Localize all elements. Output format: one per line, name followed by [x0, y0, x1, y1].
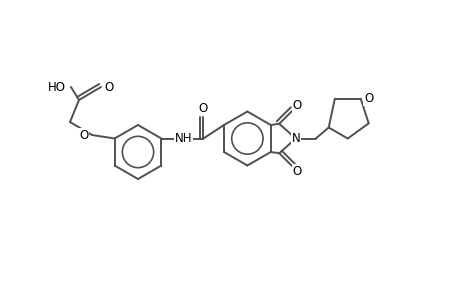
Text: O: O: [79, 128, 89, 142]
Text: HO: HO: [48, 80, 66, 94]
Text: O: O: [292, 99, 301, 112]
Text: O: O: [198, 102, 207, 115]
Text: N: N: [291, 132, 299, 145]
Text: O: O: [104, 80, 113, 94]
Text: O: O: [292, 165, 301, 178]
Text: NH: NH: [174, 132, 192, 145]
Text: O: O: [363, 92, 373, 105]
